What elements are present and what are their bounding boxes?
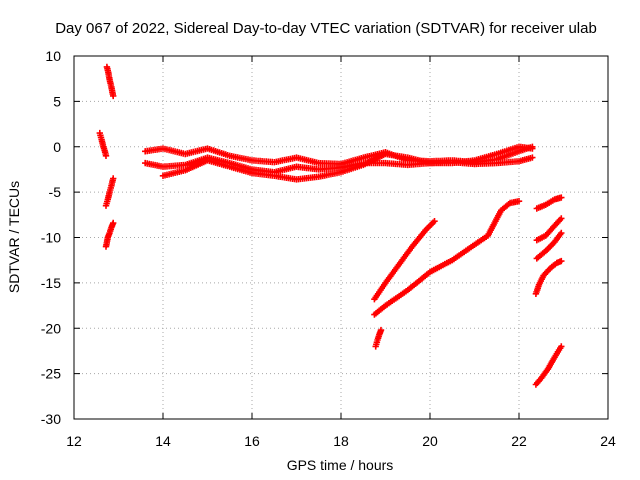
y-tick-label: -10	[41, 230, 61, 246]
series-1	[96, 129, 110, 159]
series-11	[533, 194, 565, 212]
y-tick-label: -30	[41, 411, 61, 427]
series-10	[372, 326, 385, 350]
x-axis-label: GPS time / hours	[287, 457, 394, 473]
series-9	[371, 198, 523, 318]
series-8	[371, 218, 438, 303]
x-tick-label: 18	[333, 433, 349, 449]
data-point-markers	[532, 257, 565, 297]
y-axis-label: SDTVAR / TECUs	[6, 181, 22, 293]
series-14	[532, 257, 565, 297]
series-12	[533, 215, 565, 244]
y-tick-label: 0	[53, 139, 61, 155]
data-points	[96, 63, 565, 388]
y-tick-label: 10	[45, 48, 61, 64]
x-tick-label: 24	[600, 433, 616, 449]
y-tick-label: -15	[41, 275, 61, 291]
data-point-markers	[102, 219, 117, 250]
y-tick-label: -25	[41, 366, 61, 382]
x-tick-label: 14	[155, 433, 171, 449]
data-point-markers	[102, 175, 117, 209]
grid-lines	[74, 56, 608, 419]
data-point-markers	[103, 63, 117, 100]
series-7	[159, 143, 536, 183]
data-point-markers	[533, 229, 565, 262]
data-point-markers	[533, 215, 565, 244]
data-point-markers	[532, 343, 565, 388]
data-point-markers	[159, 143, 536, 183]
series-4	[102, 219, 117, 250]
series-3	[102, 175, 117, 209]
y-tick-label: -5	[49, 184, 62, 200]
y-tick-label: -20	[41, 320, 61, 336]
y-tick-label: 5	[53, 93, 61, 109]
data-point-markers	[372, 326, 385, 350]
x-axis-ticks: 12 14 16 18 20 22 24	[66, 56, 616, 449]
x-tick-label: 22	[511, 433, 527, 449]
series-2	[103, 63, 117, 100]
data-point-markers	[533, 194, 565, 212]
data-point-markers	[96, 129, 110, 159]
x-tick-label: 12	[66, 433, 82, 449]
y-axis-ticks: 10 5 0 -5 -10 -15 -20 -25 -30	[41, 48, 608, 427]
data-point-markers	[371, 198, 523, 318]
x-tick-label: 20	[422, 433, 438, 449]
series-13	[533, 229, 565, 262]
x-tick-label: 16	[244, 433, 260, 449]
chart-title: Day 067 of 2022, Sidereal Day-to-day VTE…	[55, 20, 597, 37]
data-point-markers	[371, 218, 438, 303]
series-15	[532, 343, 565, 388]
